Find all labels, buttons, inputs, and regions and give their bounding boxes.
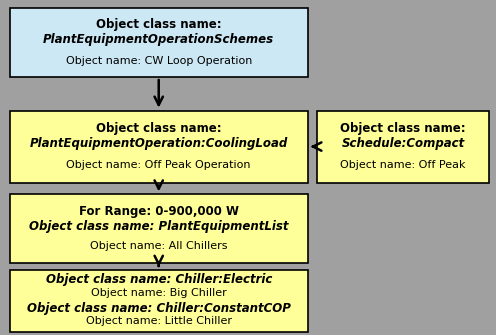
- FancyBboxPatch shape: [10, 8, 308, 77]
- Text: Object class name:: Object class name:: [340, 122, 466, 135]
- Text: Schedule:Compact: Schedule:Compact: [341, 137, 465, 150]
- FancyBboxPatch shape: [10, 194, 308, 263]
- Text: Object name: Little Chiller: Object name: Little Chiller: [86, 317, 232, 326]
- Text: Object name: Off Peak Operation: Object name: Off Peak Operation: [66, 160, 251, 170]
- Text: Object class name: Chiller:ConstantCOP: Object class name: Chiller:ConstantCOP: [27, 302, 291, 315]
- Text: PlantEquipmentOperation:CoolingLoad: PlantEquipmentOperation:CoolingLoad: [30, 137, 288, 150]
- Text: PlantEquipmentOperationSchemes: PlantEquipmentOperationSchemes: [43, 33, 274, 46]
- Text: Object name: Big Chiller: Object name: Big Chiller: [91, 288, 227, 298]
- FancyBboxPatch shape: [10, 111, 308, 183]
- FancyBboxPatch shape: [317, 111, 489, 183]
- Text: Object class name:: Object class name:: [96, 122, 222, 135]
- Text: Object name: All Chillers: Object name: All Chillers: [90, 241, 228, 251]
- Text: Object class name: Chiller:Electric: Object class name: Chiller:Electric: [46, 273, 272, 286]
- Text: For Range: 0-900,000 W: For Range: 0-900,000 W: [79, 205, 239, 218]
- FancyBboxPatch shape: [10, 270, 308, 332]
- Text: Object class name: PlantEquipmentList: Object class name: PlantEquipmentList: [29, 220, 289, 233]
- Text: Object name: CW Loop Operation: Object name: CW Loop Operation: [65, 56, 252, 66]
- Text: Object class name:: Object class name:: [96, 18, 222, 31]
- Text: Object name: Off Peak: Object name: Off Peak: [340, 160, 466, 170]
